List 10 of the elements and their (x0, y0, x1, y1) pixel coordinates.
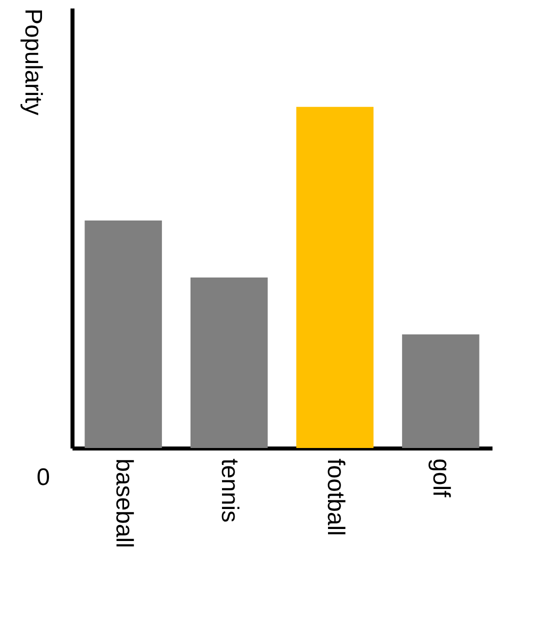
bar (296, 106, 374, 448)
text: 0 (36, 464, 50, 491)
bar (84, 220, 162, 448)
x-tick-label: baseball (110, 458, 138, 548)
bar (190, 277, 268, 448)
x-tick-label: golf (428, 458, 455, 498)
x-tick-label: tennis (216, 458, 244, 523)
x-tick-label: football (322, 458, 349, 536)
bar (402, 334, 480, 448)
y-axis-title: Popularity (20, 8, 46, 116)
